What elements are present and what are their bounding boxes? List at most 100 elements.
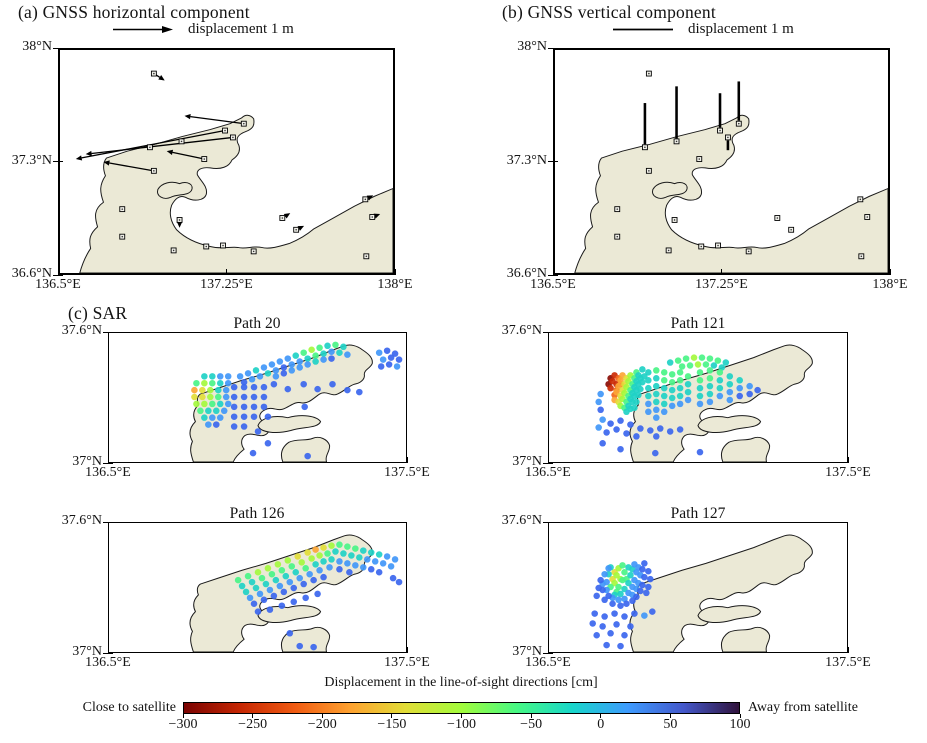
sar-los-dot — [296, 642, 303, 650]
sar-los-dot — [214, 393, 222, 401]
axis-tick-label: 36.6°N — [506, 266, 547, 281]
sar-los-dot — [286, 630, 294, 637]
axis-tick — [107, 457, 109, 463]
sar-los-dot — [298, 559, 305, 566]
sar-los-dot — [625, 579, 632, 587]
axis-tick — [548, 47, 558, 49]
sar-los-dot — [633, 593, 640, 601]
axis-tick — [543, 652, 553, 654]
sar-los-dot — [619, 562, 626, 569]
axis-tick — [543, 331, 553, 333]
axis-tick — [103, 331, 113, 333]
sar-los-dot — [391, 350, 399, 357]
gnss-station-marker — [293, 226, 300, 233]
displacement-arrow — [184, 113, 244, 125]
sar-los-dot — [207, 386, 214, 394]
sar-los-dot — [666, 359, 674, 366]
sar-los-dot — [240, 413, 248, 420]
sar-los-dot — [393, 363, 401, 370]
axis-tick — [547, 457, 549, 463]
sar-los-dot — [201, 379, 208, 387]
sar-los-dot — [240, 383, 248, 391]
sar-los-dot — [591, 610, 598, 617]
axis-tick — [103, 652, 113, 654]
colorbar-right-label: Away from satellite — [748, 700, 858, 715]
sar-los-dot — [224, 400, 232, 408]
sar-los-dot — [234, 576, 242, 584]
sar-los-dot — [682, 355, 690, 362]
sar-los-dot — [242, 588, 250, 596]
gnss-station-marker — [147, 144, 153, 151]
sar-los-dot — [264, 565, 272, 572]
sar-los-dot — [230, 403, 238, 411]
sar-los-dot — [250, 600, 258, 607]
sar-los-dot — [336, 541, 343, 548]
sar-los-dot — [256, 373, 264, 380]
axis-tick — [406, 457, 408, 463]
axis-tick — [103, 462, 113, 464]
gnss-station-marker — [671, 217, 678, 223]
sar-los-dot — [676, 400, 684, 408]
sar-los-dot — [694, 361, 702, 368]
sar-los-dot — [649, 608, 656, 615]
sar-los-dot — [280, 370, 288, 377]
sar-los-dot — [248, 376, 256, 383]
sar-los-dot — [702, 361, 710, 368]
gnss-station-marker — [857, 196, 864, 203]
gnss-station-marker — [745, 248, 752, 255]
sar-los-dot — [328, 542, 335, 549]
sar-los-dot — [344, 351, 351, 358]
panel-a-title: (a) GNSS horizontal component — [18, 2, 250, 22]
sar-los-dot — [280, 588, 288, 596]
sar-los-dot — [389, 574, 397, 582]
axis-tick-label: 38°N — [22, 39, 52, 54]
sar-los-dot — [726, 388, 734, 396]
sar-los-dot — [284, 355, 292, 362]
sar-los-dot — [611, 610, 618, 617]
gnss-station-marker — [717, 127, 723, 134]
colorbar-left-label: Close to satellite — [82, 700, 176, 715]
sar-los-dot — [312, 352, 319, 359]
axis-tick — [847, 647, 849, 653]
sar-los-dot — [346, 568, 353, 576]
sar-los-dot — [686, 362, 694, 369]
colorbar-tick-label: −150 — [377, 717, 407, 732]
sar-los-dot — [352, 545, 359, 552]
sar-los-dot — [284, 385, 292, 393]
gnss-station-marker — [698, 243, 705, 250]
sar-los-dot — [288, 367, 296, 374]
sar-los-dot — [294, 553, 302, 560]
sar-los-dot — [270, 592, 278, 600]
sar-los-dot — [310, 643, 317, 651]
colorbar-tick — [321, 714, 323, 718]
colorbar-tick-label: −100 — [447, 717, 476, 732]
sar-los-dot — [288, 563, 296, 570]
sar-los-dot — [639, 581, 646, 589]
sar-los-dot — [645, 408, 652, 416]
sar-los-dot — [292, 352, 300, 359]
sar-los-dot — [706, 355, 714, 362]
sar-los-dot — [252, 367, 260, 374]
gnss-station-marker — [864, 214, 871, 220]
sar-los-dot — [272, 373, 280, 380]
displacement-arrow — [75, 129, 226, 161]
colorbar-tick — [739, 714, 741, 718]
axis-tick-label: 136.5°E — [525, 465, 571, 480]
axis-tick-label: 37.6°N — [501, 513, 542, 528]
sar-los-dot — [340, 550, 347, 557]
sar-los-dot — [637, 425, 644, 432]
sar-los-dot — [336, 558, 343, 565]
sar-los-dot — [230, 393, 238, 401]
sar-los-dot — [249, 449, 257, 457]
sar-panel-title-path-126: Path 126 — [229, 505, 285, 522]
sar-los-dot — [668, 394, 676, 402]
sar-los-dot — [653, 390, 660, 398]
gnss-station-marker — [665, 247, 672, 254]
sar-los-dot — [258, 574, 266, 582]
axis-tick — [53, 274, 63, 276]
colorbar-tick — [461, 714, 462, 718]
sar-los-dot — [193, 379, 200, 387]
axis-tick — [394, 269, 396, 275]
axis-tick — [889, 269, 891, 275]
gnss-station-marker — [222, 127, 228, 134]
